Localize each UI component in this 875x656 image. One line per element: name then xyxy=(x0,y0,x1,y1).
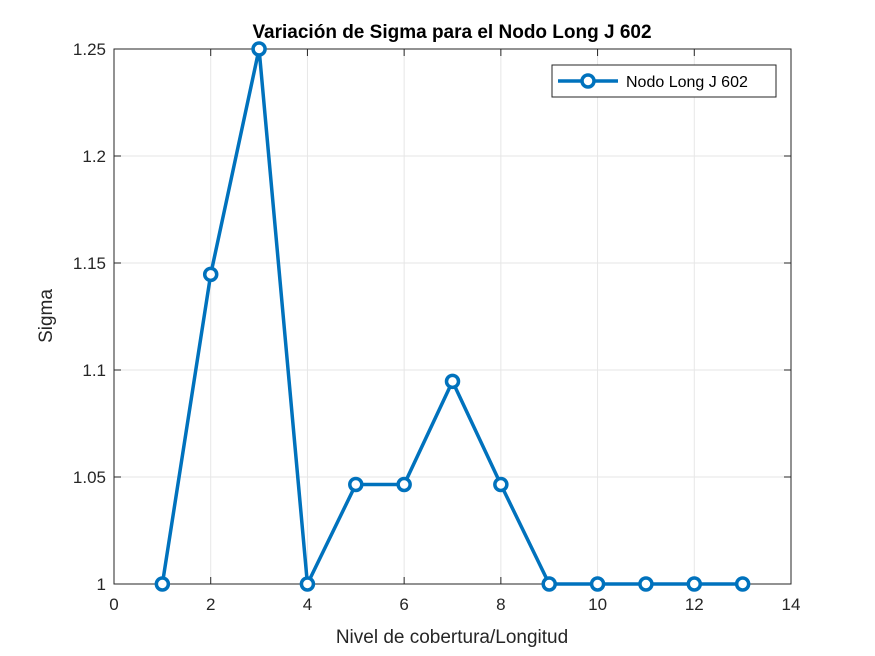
legend-marker-sample xyxy=(580,73,596,89)
y-tick-labels: 1 1.05 1.1 1.15 1.2 1.25 xyxy=(73,40,106,594)
legend: Nodo Long J 602 xyxy=(551,64,777,98)
data-point xyxy=(444,373,461,390)
data-point xyxy=(493,476,509,493)
x-tick-label: 6 xyxy=(399,595,408,614)
x-axis-label: Nivel de cobertura/Longitud xyxy=(336,627,568,648)
data-point xyxy=(251,41,267,57)
y-tick-label: 1.2 xyxy=(82,147,106,166)
data-point xyxy=(541,576,557,592)
series-group xyxy=(154,41,751,592)
x-tick-label: 2 xyxy=(206,595,215,614)
data-point xyxy=(202,266,219,283)
data-point xyxy=(299,576,316,592)
plot-frame xyxy=(113,48,792,585)
data-point xyxy=(638,576,654,592)
x-tick-label: 8 xyxy=(496,595,505,614)
y-tick-label: 1 xyxy=(97,575,106,594)
x-tick-label: 4 xyxy=(303,595,312,614)
y-tick-label: 1.1 xyxy=(82,361,106,380)
y-axis-label: Sigma xyxy=(36,289,57,343)
y-tick-label: 1.15 xyxy=(73,254,106,273)
x-tick-labels: 0 2 4 6 8 10 12 14 xyxy=(109,595,800,614)
x-tick-label: 12 xyxy=(685,595,704,614)
x-tick-label: 10 xyxy=(588,595,607,614)
data-point xyxy=(154,576,171,592)
chart-title: Variación de Sigma para el Nodo Long J 6… xyxy=(252,22,651,43)
data-point xyxy=(396,476,412,493)
x-tick-label: 14 xyxy=(782,595,801,614)
data-point xyxy=(734,576,751,592)
y-tick-label: 1.05 xyxy=(73,468,106,487)
data-point xyxy=(686,576,703,592)
plot-area xyxy=(114,49,791,584)
data-point xyxy=(348,476,364,493)
y-tick-label: 1.25 xyxy=(73,40,106,59)
data-point xyxy=(589,576,606,592)
x-tick-label: 0 xyxy=(109,595,118,614)
legend-entry-label: Nodo Long J 602 xyxy=(626,74,748,91)
